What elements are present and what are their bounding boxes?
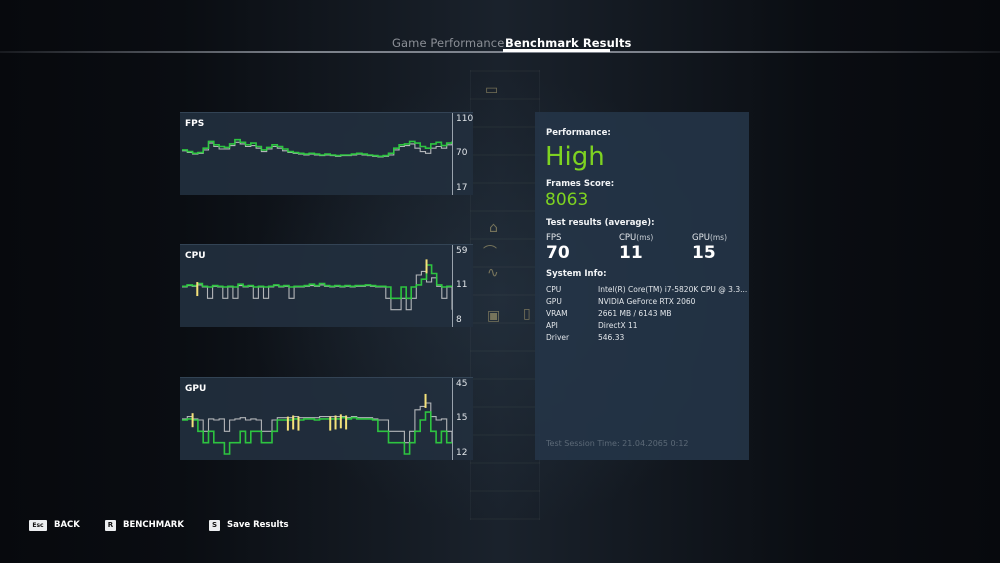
sys-row-api: API DirectX 11	[546, 321, 638, 330]
gpu-chart-title: GPU	[185, 384, 207, 394]
stat-gpu-label: GPU(ms)	[692, 233, 728, 243]
benchmark-button[interactable]: R BENCHMARK	[105, 518, 184, 532]
tab-bar-divider	[0, 51, 1000, 53]
glyph-icon: ▣	[487, 308, 501, 324]
fps-chart: FPS 110 70 17	[180, 112, 473, 195]
fps-tick-mid: 70	[456, 148, 468, 158]
cpu-tick-min: 8	[456, 315, 462, 325]
system-info-label: System Info:	[546, 269, 607, 279]
gpu-chart-plot	[182, 393, 452, 455]
frames-score-label: Frames Score:	[546, 179, 615, 189]
active-tab-indicator	[503, 49, 610, 52]
fps-chart-plot	[182, 138, 452, 158]
benchmark-label: BENCHMARK	[123, 520, 184, 530]
stat-gpu-value: 15	[692, 243, 716, 263]
stat-fps-value: 70	[546, 243, 570, 263]
save-results-button[interactable]: S Save Results	[209, 518, 289, 532]
gpu-tick-mid: 15	[456, 413, 468, 423]
test-session-time: Test Session Time: 21.04.2065 0:12	[546, 439, 689, 448]
save-results-label: Save Results	[227, 520, 289, 530]
cpu-chart-title: CPU	[185, 251, 206, 261]
back-label: BACK	[54, 520, 80, 530]
frames-score-value: 8063	[545, 190, 589, 210]
sys-row-driver: Driver 546.33	[546, 333, 625, 342]
fps-tick-max: 110	[456, 114, 474, 124]
cpu-chart: CPU 59 11 8	[180, 244, 473, 327]
background-hieroglyph-column: ▭ ⌂ ⌒ ∿ ▣ ▯	[470, 70, 540, 520]
sys-row-gpu: GPU NVIDIA GeForce RTX 2060	[546, 297, 696, 306]
gpu-tick-min: 12	[456, 448, 468, 458]
performance-label: Performance:	[546, 128, 611, 138]
glyph-icon: ▯	[523, 306, 531, 322]
glyph-icon: ∿	[487, 265, 499, 281]
stat-cpu-value: 11	[619, 243, 643, 263]
r-key-icon: R	[105, 519, 116, 531]
fps-tick-min: 17	[456, 183, 468, 193]
performance-value: High	[545, 142, 605, 172]
gpu-chart: GPU 45 15 12	[180, 377, 473, 460]
glyph-icon: ▭	[485, 82, 499, 98]
glyph-icon: ⌒	[483, 245, 497, 261]
s-key-icon: S	[209, 519, 220, 531]
gpu-tick-max: 45	[456, 379, 468, 389]
fps-chart-axis	[452, 113, 453, 195]
back-button[interactable]: Esc BACK	[29, 518, 80, 532]
cpu-chart-plot	[182, 259, 452, 311]
cpu-tick-mid: 11	[456, 280, 468, 290]
fps-chart-title: FPS	[185, 119, 205, 129]
stat-cpu-label: CPU(ms)	[619, 233, 654, 243]
test-results-label: Test results (average):	[546, 218, 655, 228]
cpu-chart-axis	[452, 245, 453, 327]
glyph-icon: ⌂	[489, 220, 498, 236]
sys-row-vram: VRAM 2661 MB / 6143 MB	[546, 309, 672, 318]
tab-game-performance[interactable]: Game Performance	[392, 36, 505, 50]
sys-row-cpu: CPU Intel(R) Core(TM) i7-5820K CPU @ 3.3…	[546, 285, 748, 294]
cpu-tick-max: 59	[456, 246, 468, 256]
stat-fps-label: FPS	[546, 233, 562, 243]
esc-key-icon: Esc	[29, 519, 47, 531]
tab-benchmark-results[interactable]: Benchmark Results	[505, 36, 632, 50]
gpu-chart-axis	[452, 378, 453, 460]
results-summary-panel: Performance: High Frames Score: 8063 Tes…	[535, 112, 749, 460]
